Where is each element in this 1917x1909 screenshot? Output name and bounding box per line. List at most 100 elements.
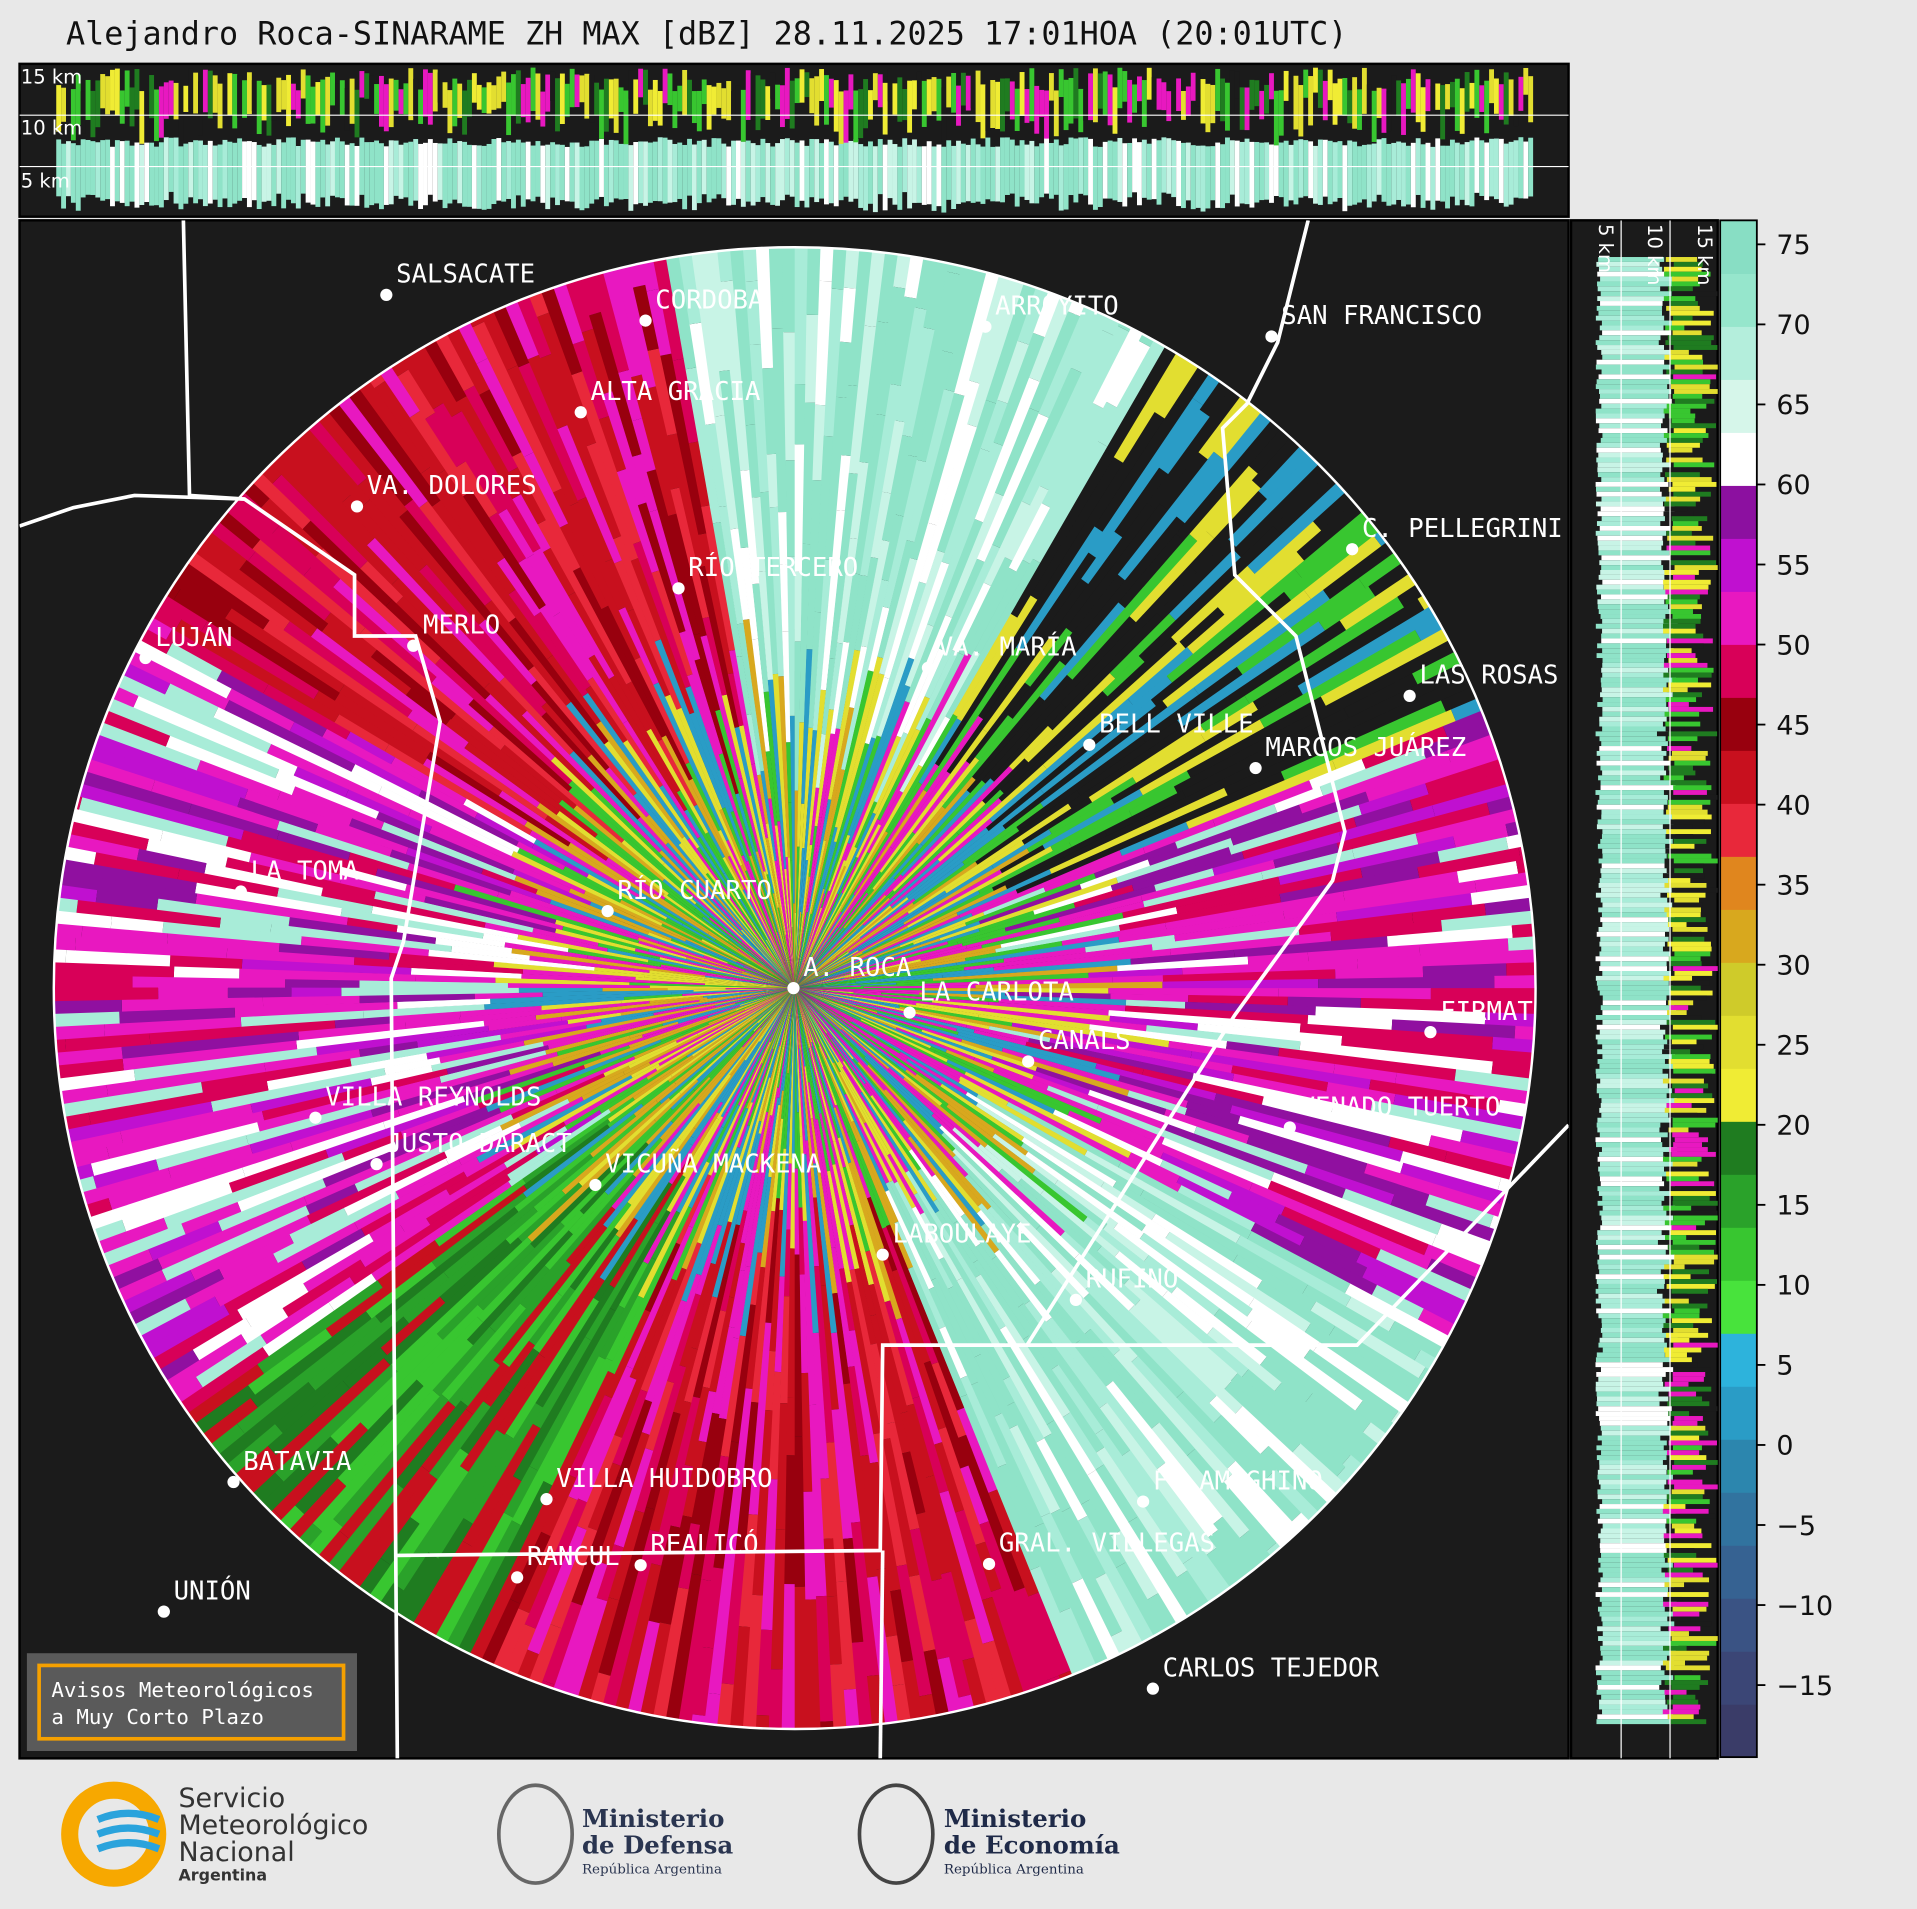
profile-cell	[951, 145, 957, 210]
profile-cell	[1435, 83, 1441, 110]
radar-cell	[670, 1464, 693, 1528]
radar-cell	[532, 547, 615, 680]
radar-cell	[666, 1293, 701, 1384]
radar-cell	[1444, 1150, 1514, 1181]
radar-cell	[1368, 563, 1410, 598]
radar-cell	[1214, 1093, 1391, 1148]
profile-cell	[1425, 142, 1431, 201]
radar-cell	[705, 423, 728, 508]
radar-cell	[546, 654, 602, 725]
city-dot	[639, 314, 652, 327]
radar-cell	[227, 987, 292, 999]
radar-cell	[1232, 1254, 1317, 1311]
radar-cell	[794, 641, 802, 791]
radar-cell	[794, 1254, 803, 1437]
radar-cell	[613, 535, 662, 642]
radar-cell	[1125, 999, 1186, 1009]
profile-cell	[701, 79, 707, 105]
radar-cell	[412, 723, 549, 820]
radar-cell	[435, 469, 505, 563]
radar-cell	[676, 707, 723, 811]
radar-cell	[679, 1262, 716, 1368]
radar-cell	[854, 801, 878, 849]
radar-cell	[507, 1108, 611, 1180]
profile-cell	[535, 141, 541, 197]
radar-cell	[1083, 1216, 1177, 1294]
radar-cell	[794, 988, 911, 1139]
radar-cell	[531, 843, 589, 878]
radar-cell	[698, 533, 734, 675]
radar-cell	[1175, 867, 1363, 915]
radar-cell	[649, 1027, 719, 1065]
radar-cell	[1421, 722, 1492, 759]
radar-cell	[848, 911, 909, 953]
radar-cell	[912, 826, 1020, 905]
profile-cell	[1599, 1543, 1669, 1549]
profile-cell	[613, 78, 619, 133]
radar-cell	[1038, 306, 1097, 419]
radar-cell	[794, 951, 848, 989]
radar-cell	[972, 696, 1045, 781]
profile-cell	[1498, 138, 1504, 203]
radar-cell	[746, 988, 795, 1103]
radar-cell	[187, 552, 291, 631]
radar-cell	[744, 971, 795, 989]
profile-cell	[682, 144, 688, 210]
radar-cell	[498, 1058, 621, 1113]
radar-cell	[877, 540, 915, 659]
radar-cell	[887, 1153, 925, 1215]
radar-cell	[1131, 851, 1245, 892]
radar-cell	[1187, 551, 1305, 655]
profile-cell	[1600, 569, 1673, 575]
radar-cell	[346, 916, 398, 933]
profile-cell	[1598, 1313, 1672, 1319]
radar-cell	[915, 1512, 942, 1582]
radar-cell	[542, 1601, 583, 1685]
radar-cell	[912, 760, 970, 835]
radar-cell	[794, 988, 936, 1054]
radar-cell	[542, 1004, 715, 1047]
radar-cell	[1414, 1349, 1437, 1371]
radar-cell	[328, 403, 414, 507]
radar-cell	[243, 1459, 280, 1494]
logo-text: Ministerio	[944, 1804, 1086, 1833]
radar-cell	[609, 1156, 693, 1288]
radar-cell	[520, 1174, 636, 1309]
profile-cell	[1141, 139, 1147, 198]
profile-cell	[281, 80, 287, 110]
radar-cell	[1281, 1206, 1381, 1260]
profile-cell	[261, 85, 267, 121]
radar-cell	[602, 1100, 706, 1228]
profile-cell	[731, 140, 736, 205]
radar-cell	[241, 958, 412, 975]
radar-cell	[794, 988, 828, 1059]
radar-cell	[392, 1089, 558, 1166]
radar-cell	[428, 949, 595, 971]
radar-cell	[728, 1269, 745, 1328]
profile-cell	[1666, 1293, 1688, 1299]
radar-cell	[1046, 1420, 1121, 1537]
radar-cell	[1179, 607, 1225, 649]
radar-cell	[544, 1137, 663, 1270]
radar-cell	[794, 843, 923, 989]
radar-cell	[504, 1623, 536, 1676]
radar-cell	[477, 1064, 586, 1109]
profile-cell	[1239, 141, 1245, 204]
radar-cell	[434, 1178, 526, 1247]
radar-cell	[523, 1124, 610, 1190]
profile-cell	[1597, 1396, 1669, 1402]
profile-cell	[706, 146, 712, 203]
profile-cell	[383, 84, 389, 132]
profile-cell	[1602, 1054, 1675, 1060]
radar-cell	[742, 921, 795, 989]
radar-cell	[688, 1063, 763, 1228]
radar-cell	[854, 1268, 877, 1345]
profile-cell	[1600, 917, 1675, 923]
radar-cell	[630, 374, 677, 516]
radar-cell	[685, 367, 722, 524]
radar-cell	[1027, 1592, 1071, 1676]
radar-cell	[497, 891, 639, 941]
profile-cell	[1665, 834, 1694, 839]
radar-cell	[861, 539, 891, 648]
profile-cell	[1034, 85, 1040, 134]
